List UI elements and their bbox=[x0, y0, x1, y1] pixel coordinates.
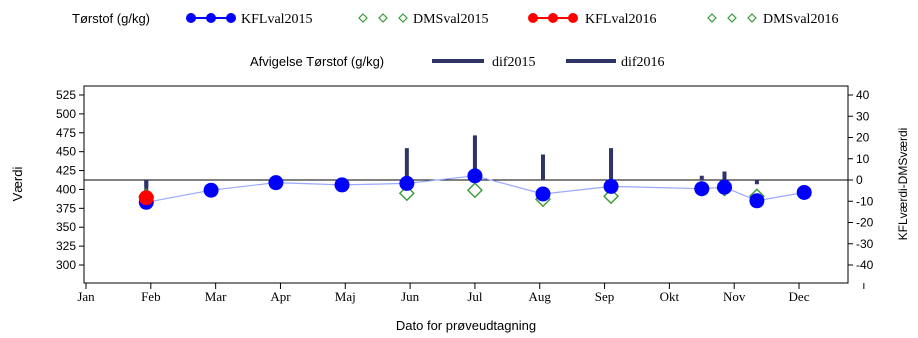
legend-item-dif2015: dif2015 bbox=[432, 55, 536, 70]
right-y-tick-label: -20 bbox=[856, 216, 874, 230]
kflval2016-marker bbox=[138, 190, 154, 206]
right-y-tick-label: 0 bbox=[856, 173, 863, 187]
legend-item-kflval2015: KFLval2015 bbox=[186, 12, 313, 27]
left-y-tick-label: 325 bbox=[56, 239, 76, 253]
legend-dif2015-label: dif2015 bbox=[492, 55, 536, 70]
legend-kflval2016-marker bbox=[548, 13, 558, 23]
legend-item-dmsval2015: DMSval2015 bbox=[358, 12, 488, 27]
legend-dmsval2016-label: DMSval2016 bbox=[763, 12, 838, 27]
kflval2015-marker bbox=[603, 178, 619, 194]
right-y-axis: 40 30 20 10 0 -10 -20 -30 -40 bbox=[848, 88, 874, 272]
right-y-tick-label: -40 bbox=[856, 258, 874, 272]
x-axis: Jan Feb Mar Apr Maj Jun Jul Aug Sep Okt Nov Dec bbox=[77, 283, 865, 304]
x-tick-label: Jun bbox=[401, 289, 420, 304]
kfl-circle-markers bbox=[138, 168, 812, 210]
left-y-tick-label: 425 bbox=[56, 164, 76, 178]
left-y-tick-label: 525 bbox=[56, 88, 76, 102]
left-y-axis-label: Værdi bbox=[10, 167, 25, 202]
x-tick-label: Dec bbox=[789, 289, 810, 304]
dmsval2015-marker bbox=[603, 188, 620, 205]
left-y-tick-label: 475 bbox=[56, 126, 76, 140]
kflval2015-marker bbox=[268, 175, 284, 191]
kflval2015-marker bbox=[694, 181, 710, 197]
right-y-tick-label: 30 bbox=[856, 109, 870, 123]
legend-dmsval2015-marker bbox=[358, 13, 368, 23]
kflval2015-marker bbox=[716, 179, 732, 195]
x-axis-label: Dato for prøveudtagning bbox=[396, 318, 536, 333]
legend-kflval2015-marker bbox=[206, 13, 216, 23]
dmsval2015-marker bbox=[466, 182, 483, 199]
legend-row1-title: Tørstof (g/kg) bbox=[72, 11, 150, 26]
right-y-axis-label: KFLværdi-DMSværdi bbox=[896, 128, 910, 241]
left-y-tick-label: 450 bbox=[56, 145, 76, 159]
x-tick-label: Feb bbox=[141, 289, 161, 304]
kflval2015-marker bbox=[334, 177, 350, 193]
legend-kflval2016-marker bbox=[568, 13, 578, 23]
x-tick-label: Mar bbox=[205, 289, 227, 304]
legend-kflval2015-marker bbox=[186, 13, 196, 23]
left-y-tick-label: 350 bbox=[56, 220, 76, 234]
x-tick-label: Nov bbox=[723, 289, 746, 304]
right-y-tick-label: 40 bbox=[856, 88, 870, 102]
x-tick-label: Jan bbox=[77, 289, 95, 304]
left-y-axis: 300 325 350 375 400 425 450 475 500 525 bbox=[56, 88, 84, 272]
legend-dmsval2015-marker bbox=[378, 13, 388, 23]
legend-kflval2016-marker bbox=[528, 13, 538, 23]
right-y-tick-label: -10 bbox=[856, 194, 874, 208]
left-y-tick-label: 400 bbox=[56, 182, 76, 196]
x-tick-label: Apr bbox=[270, 289, 291, 304]
right-y-tick-label: 10 bbox=[856, 152, 870, 166]
legend-item-dif2016: dif2016 bbox=[566, 55, 665, 70]
left-y-tick-label: 500 bbox=[56, 107, 76, 121]
legend-dmsval2016-marker bbox=[707, 13, 717, 23]
legend-dmsval2015-label: DMSval2015 bbox=[413, 12, 488, 27]
x-tick-label: Jul bbox=[467, 289, 483, 304]
legend-item-kflval2016: KFLval2016 bbox=[528, 12, 657, 27]
kflval2015-marker bbox=[796, 184, 812, 200]
plot-frame bbox=[83, 85, 849, 284]
right-y-tick-label: -30 bbox=[856, 237, 874, 251]
legend-item-dmsval2016: DMSval2016 bbox=[707, 12, 838, 27]
kflval2015-marker bbox=[399, 175, 415, 191]
right-y-tick-label: 20 bbox=[856, 131, 870, 145]
legend: Tørstof (g/kg) KFLval2015 DMSval2015 KFL… bbox=[72, 11, 838, 70]
legend-dmsval2015-marker bbox=[398, 13, 408, 23]
x-tick-label: Sep bbox=[595, 289, 615, 304]
kflval2015-marker bbox=[749, 193, 765, 209]
x-tick-label: Maj bbox=[335, 289, 356, 304]
kflval2015-marker bbox=[535, 186, 551, 202]
kflval2015-marker bbox=[203, 182, 219, 198]
x-tick-label: Aug bbox=[529, 289, 552, 304]
legend-kflval2015-marker bbox=[226, 13, 236, 23]
left-y-tick-label: 300 bbox=[56, 258, 76, 272]
legend-dif2016-label: dif2016 bbox=[621, 55, 665, 70]
x-tick-label: Okt bbox=[660, 289, 680, 304]
legend-kflval2016-label: KFLval2016 bbox=[585, 12, 657, 27]
legend-row2-title: Afvigelse Tørstof (g/kg) bbox=[250, 54, 384, 69]
legend-dmsval2016-marker bbox=[747, 13, 757, 23]
kflval2015-marker bbox=[467, 168, 483, 184]
legend-dmsval2016-marker bbox=[727, 13, 737, 23]
legend-kflval2015-label: KFLval2015 bbox=[241, 12, 313, 27]
left-y-tick-label: 375 bbox=[56, 201, 76, 215]
dmsval2015-marker bbox=[398, 185, 415, 202]
